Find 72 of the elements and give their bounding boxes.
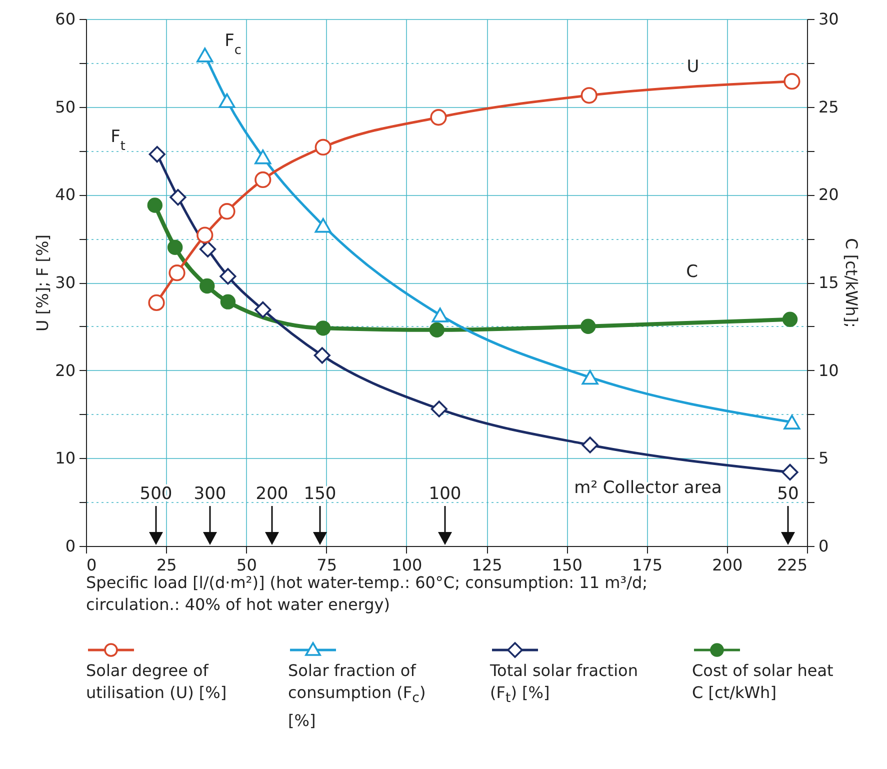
legend-label: Total solar fraction (F$_{t}$) [%] [490,660,639,708]
annotation: 200 [256,484,288,504]
point [254,301,272,318]
point [148,294,165,312]
point [429,322,444,338]
point [582,370,598,385]
y2-tick-label: 25 [818,97,839,116]
x-tick-label: 75 [316,556,338,574]
point [784,414,800,430]
y2-tick-label: 30 [818,10,839,28]
point [148,146,166,163]
point [220,268,236,285]
annotation: 300 [194,484,226,504]
point [220,294,236,310]
point [200,278,215,294]
annotation: F$_{t}$ [110,127,126,154]
point [782,464,798,481]
y-tick-label: 20 [55,360,76,380]
y2-tick-label: 15 [818,273,839,292]
point [582,436,598,454]
y-tick-label: 40 [55,185,76,204]
x-tick-label: 100 [392,556,422,574]
y-tick-label: 30 [55,273,76,292]
y-tick-label: 50 [55,97,76,116]
point [580,87,598,104]
point [196,226,214,244]
y-tick-label: 10 [55,448,76,468]
x-axis-title: Specific load [l/(d·m²)] (hot water-temp.: 60°C; consumption: 11 m³/d; circulation.: 40% of hot water energy) [86,573,648,614]
point [784,73,800,90]
y2-tick-label: 5 [818,448,829,468]
y2-tick-label: 20 [818,185,839,204]
point [168,264,186,282]
y2-axis-title: C [ct/kWh]; [842,238,861,328]
point [147,198,163,213]
x-tick-label: 50 [236,556,257,574]
point [314,218,332,233]
point [254,171,272,188]
point [782,312,798,327]
point [218,93,236,108]
point [430,109,447,126]
y-tick-label: 0 [65,536,76,556]
point [199,240,216,258]
point [432,308,448,322]
point [170,188,186,206]
legend-label: Cost of solar heat C [ct/kWh] [692,660,834,704]
y2-tick-label: 0 [818,536,829,556]
x-tick-label: 225 [776,556,808,574]
y-tick-label: 60 [55,10,76,28]
point [196,48,214,62]
point [167,240,183,255]
x-tick-label: 175 [632,556,663,574]
legend-label: Solar degree of utilisation (U) [%] [86,660,228,704]
point [218,203,236,220]
y2-tick-label: 10 [818,360,839,380]
annotation: C [686,262,698,282]
x-tick-label: 200 [712,556,743,574]
x-tick-label: 25 [156,556,177,574]
annotation: 100 [428,484,462,504]
y-axis-title: U [%]; F [%] [33,234,52,332]
point [316,320,331,336]
point [314,347,330,364]
text: Solar fraction of consumption (F$_{c}$) [%] [288,661,426,730]
x-tick-label: 0 [86,556,97,574]
x-tick-label: 150 [552,556,582,574]
point [254,150,272,164]
x-tick-label: 125 [472,556,502,574]
point [430,400,448,418]
point [580,318,596,334]
point [314,138,332,156]
annotation: F$_{c}$ [224,31,242,58]
annotation: 50 [777,484,799,504]
annotation: U [686,57,700,77]
